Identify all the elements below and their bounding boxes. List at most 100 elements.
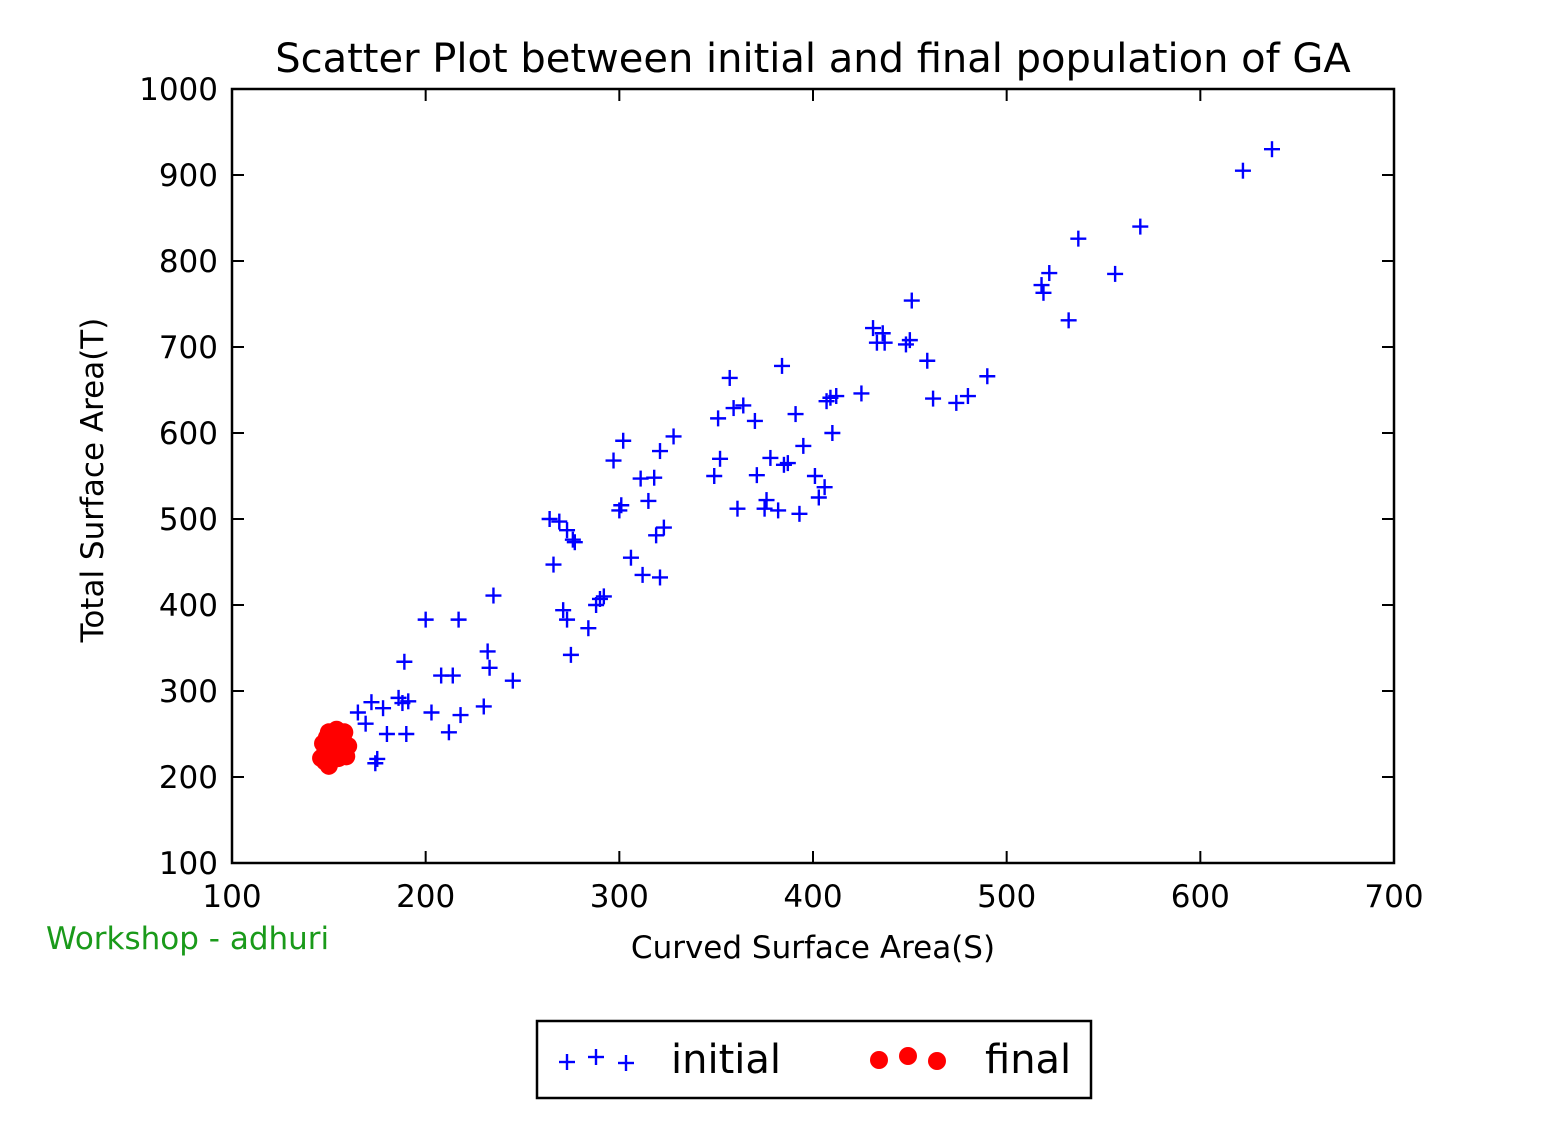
legend-initial-marker: [559, 1049, 634, 1071]
legend-initial-symbol: [559, 1054, 575, 1070]
legend: initial final: [535, 1019, 1093, 1100]
initial-point: [1035, 284, 1052, 301]
initial-point: [615, 432, 632, 449]
initial-point: [652, 443, 669, 460]
initial-point: [810, 489, 827, 506]
x-tick-label: 100: [202, 879, 261, 915]
initial-point: [564, 531, 581, 548]
initial-point: [925, 390, 942, 407]
initial-point: [423, 704, 440, 721]
initial-point: [791, 505, 808, 522]
y-tick-label: 700: [159, 330, 218, 366]
initial-point: [1107, 265, 1124, 282]
initial-point: [640, 492, 657, 509]
initial-point: [748, 467, 765, 484]
initial-point: [762, 449, 779, 466]
initial-point: [375, 700, 392, 717]
x-tick-label: 600: [1171, 879, 1230, 915]
legend-final-symbol: [870, 1051, 888, 1069]
initial-point: [398, 726, 415, 742]
initial-point: [897, 336, 914, 353]
legend-box: [535, 1019, 1093, 1100]
initial-point: [779, 455, 796, 472]
initial-point: [551, 513, 568, 530]
initial-point: [440, 724, 457, 741]
y-tick-label: 600: [159, 416, 218, 452]
initial-point: [721, 369, 738, 386]
x-tick-label: 700: [1364, 879, 1423, 915]
initial-point: [1060, 312, 1077, 329]
legend-initial-symbol: [618, 1055, 634, 1071]
legend-final-label: final: [985, 1037, 1071, 1083]
initial-point: [735, 397, 752, 414]
initial-point: [400, 693, 417, 710]
initial-point: [613, 497, 630, 514]
initial-point: [1070, 230, 1087, 247]
initial-point: [396, 653, 413, 670]
initial-point: [853, 385, 870, 402]
initial-point: [417, 611, 434, 628]
initial-point: [566, 534, 583, 551]
initial-point: [479, 643, 496, 660]
legend-final-marker: [870, 1047, 946, 1070]
initial-point: [948, 394, 965, 411]
y-tick-label: 800: [159, 244, 218, 280]
initial-point: [1132, 218, 1149, 235]
initial-point: [729, 500, 746, 517]
initial-point: [774, 357, 791, 374]
initial-point: [378, 726, 395, 742]
initial-point: [541, 511, 558, 527]
final-series: [312, 720, 358, 775]
initial-point: [775, 456, 792, 473]
initial-point: [367, 755, 384, 772]
initial-point: [665, 428, 682, 445]
initial-point: [595, 588, 612, 605]
initial-point: [349, 704, 366, 721]
initial-point: [756, 500, 773, 517]
initial-point: [1263, 141, 1280, 158]
initial-point: [648, 527, 665, 544]
initial-point: [369, 750, 386, 767]
initial-point: [591, 590, 608, 607]
y-tick-label: 500: [159, 502, 218, 538]
initial-point: [357, 715, 374, 732]
y-axis-ticks: 100 200 300 400 500 600 700 800 900 1000: [139, 72, 1394, 882]
y-tick-label: 200: [159, 760, 218, 796]
initial-point: [634, 566, 651, 583]
initial-point: [806, 468, 823, 484]
y-tick-label: 300: [159, 674, 218, 710]
legend-final-symbol: [899, 1047, 917, 1065]
initial-point: [363, 694, 380, 711]
initial-point: [646, 469, 663, 486]
initial-point: [559, 522, 576, 539]
initial-point: [444, 667, 461, 684]
x-tick-label: 500: [977, 879, 1036, 915]
initial-point: [919, 352, 936, 369]
initial-point: [652, 569, 669, 586]
legend-final-symbol: [928, 1052, 946, 1070]
initial-point: [787, 406, 804, 423]
chart-title: Scatter Plot between initial and final p…: [275, 36, 1351, 82]
legend-initial-symbol: [588, 1049, 604, 1065]
initial-point: [580, 620, 597, 637]
initial-point: [706, 468, 723, 484]
initial-point: [545, 556, 562, 573]
x-axis-label: Curved Surface Area(S): [631, 930, 995, 966]
final-point: [333, 730, 352, 749]
legend-initial-label: initial: [671, 1037, 781, 1083]
initial-point: [758, 492, 775, 509]
initial-point: [485, 587, 502, 604]
initial-point: [562, 646, 579, 663]
initial-point: [605, 452, 622, 469]
initial-point: [712, 450, 729, 467]
initial-point: [746, 412, 763, 429]
initial-point: [816, 479, 833, 496]
final-point: [315, 743, 334, 762]
y-tick-label: 1000: [139, 72, 218, 108]
y-tick-label: 100: [159, 846, 218, 882]
initial-point: [876, 334, 893, 351]
initial-point: [725, 400, 742, 417]
initial-point: [1033, 277, 1050, 294]
initial-point: [901, 332, 918, 349]
